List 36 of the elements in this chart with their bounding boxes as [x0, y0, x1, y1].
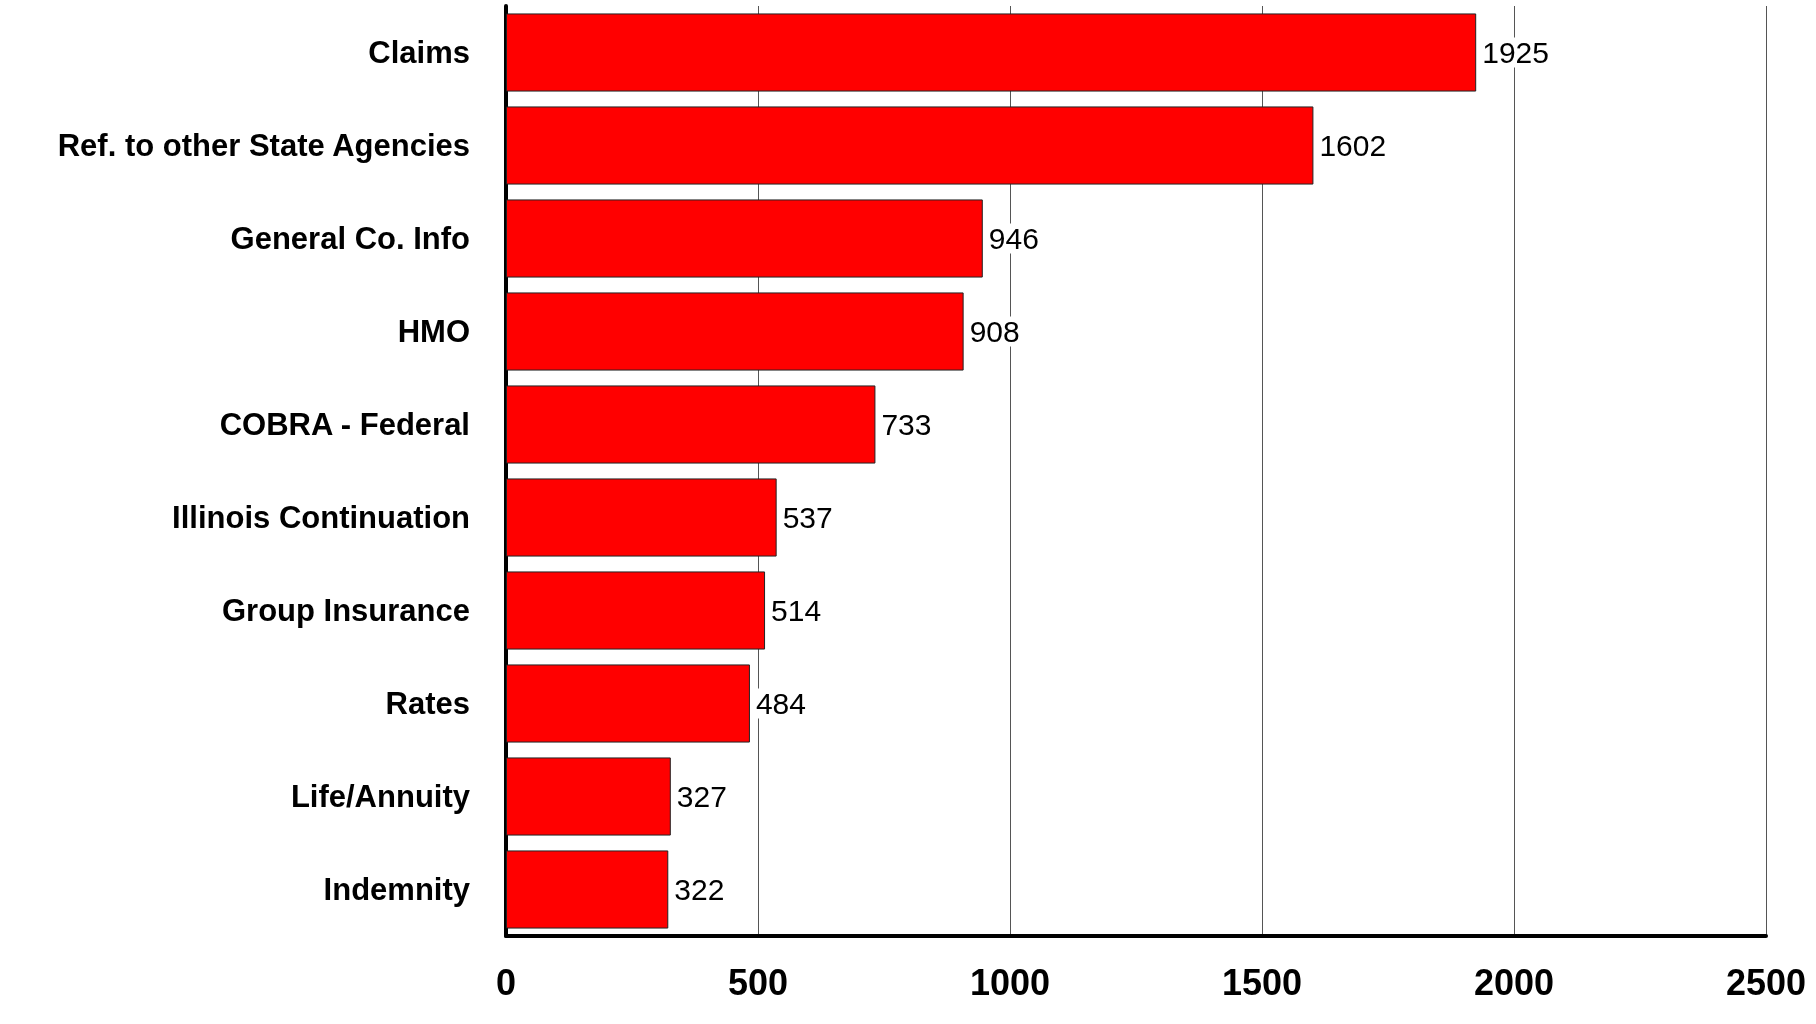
data-label: 908	[969, 315, 1020, 348]
x-tick-label: 2500	[1725, 961, 1807, 1003]
bar	[506, 385, 876, 464]
bar	[506, 850, 669, 929]
data-label: 514	[771, 594, 822, 627]
bar	[506, 13, 1477, 92]
data-label: 537	[782, 501, 833, 534]
x-tick-label: 0	[495, 961, 517, 1003]
data-label: 327	[676, 780, 727, 813]
x-tick-label: 2000	[1473, 961, 1555, 1003]
y-tick-label: HMO	[397, 314, 470, 349]
data-label: 322	[674, 873, 725, 906]
y-tick-label: Life/Annuity	[290, 779, 471, 814]
data-label: 733	[881, 408, 932, 441]
y-tick-label: General Co. Info	[230, 221, 470, 256]
y-tick-label: Group Insurance	[221, 593, 470, 628]
bar	[506, 664, 750, 743]
y-tick-label: Rates	[385, 686, 470, 721]
x-tick-label: 1500	[1221, 961, 1303, 1003]
y-tick-label: Illinois Continuation	[172, 500, 470, 535]
data-label: 484	[755, 687, 806, 720]
data-label: 1925	[1482, 36, 1549, 69]
bar	[506, 478, 777, 557]
y-tick-label: Indemnity	[323, 872, 471, 907]
data-label: 1602	[1319, 129, 1387, 162]
y-tick-label: Claims	[368, 35, 470, 70]
y-tick-label: COBRA - Federal	[219, 407, 470, 442]
bar	[506, 106, 1314, 185]
x-tick-label: 500	[727, 961, 789, 1003]
data-label: 946	[988, 222, 1039, 255]
bar	[506, 571, 766, 650]
bar	[506, 292, 964, 371]
x-tick-label: 1000	[969, 961, 1051, 1003]
y-tick-label: Ref. to other State Agencies	[57, 128, 470, 163]
bar	[506, 199, 983, 278]
bar	[506, 757, 671, 836]
